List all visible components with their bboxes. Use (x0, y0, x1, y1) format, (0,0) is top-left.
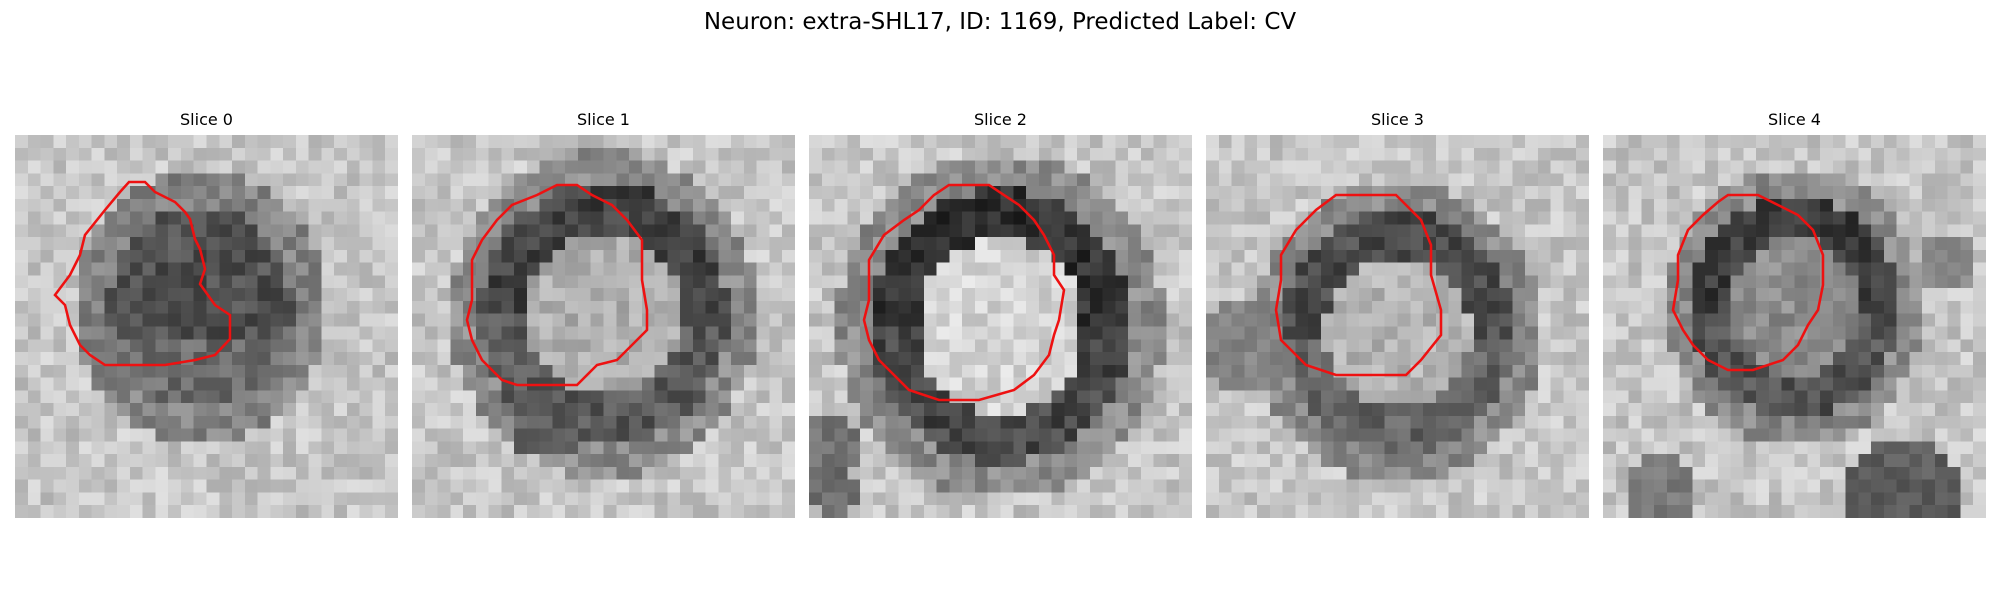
microscopy-image (15, 135, 398, 518)
segmentation-contour (1671, 193, 1825, 372)
segmentation-contour (53, 180, 232, 367)
microscopy-image (1206, 135, 1589, 518)
segmentation-contour (465, 183, 649, 387)
slice-title: Slice 4 (1768, 110, 1821, 129)
segmentation-contour (1274, 193, 1443, 377)
slice-title: Slice 1 (577, 110, 630, 129)
slice-title: Slice 2 (974, 110, 1027, 129)
microscopy-image (412, 135, 795, 518)
slice-title: Slice 3 (1371, 110, 1424, 129)
segmentation-contour (862, 183, 1066, 402)
figure-title: Neuron: extra-SHL17, ID: 1169, Predicted… (703, 9, 1297, 35)
microscopy-image (1603, 135, 1986, 518)
slice-title: Slice 0 (180, 110, 233, 129)
microscopy-image (809, 135, 1192, 518)
